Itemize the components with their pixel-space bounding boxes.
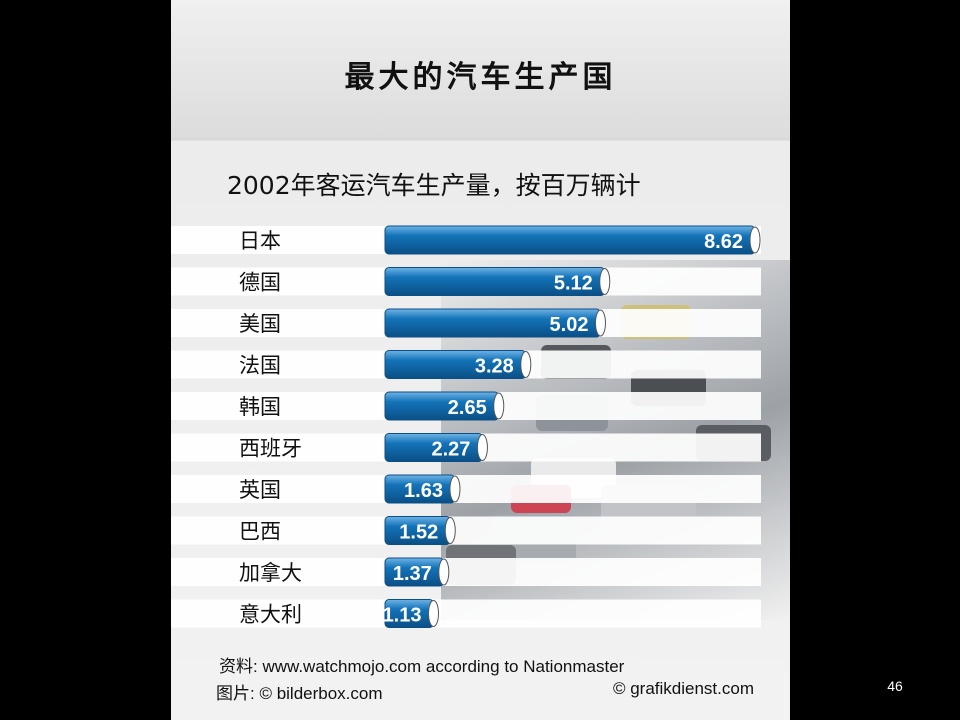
bar-end-cap <box>444 517 456 544</box>
category-label: 西班牙 <box>239 437 302 461</box>
bar-track <box>171 599 761 628</box>
value-label: 1.13 <box>383 605 422 627</box>
value-label: 1.63 <box>404 480 443 502</box>
copyright-note: © grafikdienst.com <box>612 679 754 698</box>
slide-title: 最大的汽车生产国 <box>344 60 617 95</box>
header-band <box>171 0 790 138</box>
bar-end-cap <box>438 558 450 586</box>
value-label: 1.37 <box>393 563 432 585</box>
bar-track <box>171 558 761 586</box>
category-label: 法国 <box>239 354 281 378</box>
category-label: 日本 <box>239 229 281 253</box>
bar <box>384 225 756 255</box>
bar-end-cap <box>476 434 488 461</box>
bar-end-cap <box>599 268 611 295</box>
value-label: 1.52 <box>399 522 438 544</box>
chart-title: 2002年客运汽车生产量，按百万辆计 <box>227 171 641 200</box>
source-note: 资料: www.watchmojo.com according to Natio… <box>219 657 625 676</box>
bar-track <box>171 475 761 503</box>
bar-end-cap <box>594 309 606 337</box>
bar-end-cap <box>449 475 461 503</box>
category-label: 德国 <box>239 271 281 295</box>
value-label: 2.27 <box>431 439 470 461</box>
slide: 最大的汽车生产国 2002年客运汽车生产量，按百万辆计 日本 8.62 德国 5.12… <box>171 0 790 720</box>
page-number: 46 <box>887 678 903 694</box>
category-label: 加拿大 <box>239 561 302 585</box>
photo-credit: 图片: © bilderbox.com <box>216 684 383 703</box>
value-label: 3.28 <box>475 356 514 378</box>
bar-end-cap <box>520 351 532 378</box>
value-label: 5.02 <box>550 314 589 336</box>
value-label: 2.65 <box>448 397 487 419</box>
category-label: 英国 <box>239 478 281 502</box>
bar-track <box>171 516 761 545</box>
category-label: 巴西 <box>239 520 281 544</box>
category-label: 意大利 <box>239 603 302 627</box>
value-label: 5.12 <box>554 273 593 295</box>
category-label: 韩国 <box>239 395 281 419</box>
bar-chart: 日本 8.62 德国 5.12 美国 5.02 法国 3.28 韩国 2.65 西班牙 2.27 英国 1… <box>171 225 761 628</box>
bar-end-cap <box>493 392 505 420</box>
category-label: 美国 <box>239 312 281 336</box>
bar-end-cap <box>749 226 761 254</box>
bar-end-cap <box>428 600 440 627</box>
value-label: 8.62 <box>704 231 743 253</box>
